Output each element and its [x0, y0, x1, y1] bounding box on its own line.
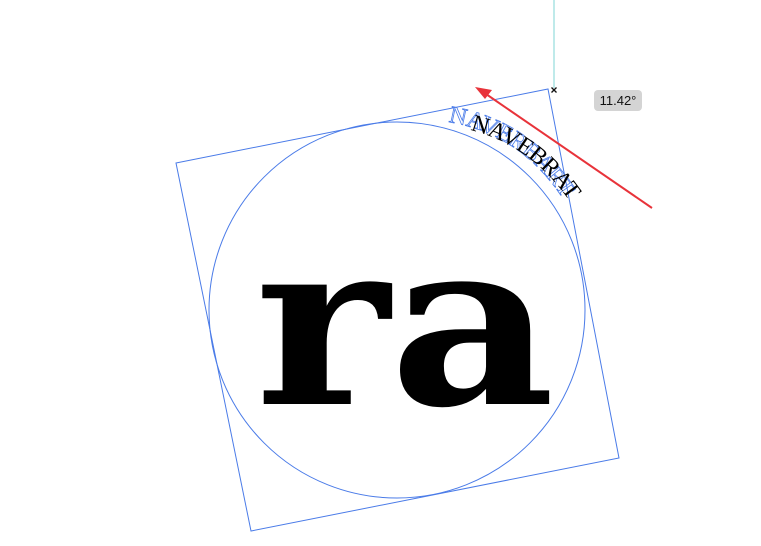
- rotate-handle-icon[interactable]: [551, 87, 557, 93]
- artwork-main-text: ra: [255, 189, 555, 459]
- rotation-angle-badge: 11.42°: [594, 90, 642, 111]
- circle-path: [208, 121, 586, 499]
- annotation-arrow: [475, 87, 653, 209]
- selection-bounding-box[interactable]: [175, 88, 620, 532]
